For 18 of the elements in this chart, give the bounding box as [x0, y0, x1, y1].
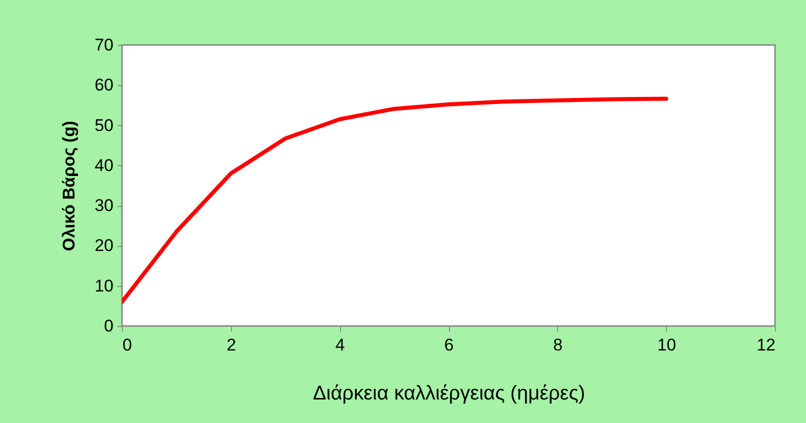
x-tick-label: 10: [657, 336, 676, 354]
x-tick-label: 2: [226, 336, 236, 354]
y-tick-label: 40: [94, 156, 114, 175]
line-series: [122, 96, 668, 304]
y-tick-label: 0: [104, 316, 114, 336]
x-tick-label: 6: [444, 336, 454, 354]
x-tick-label: 12: [756, 336, 776, 354]
y-tick-label: 10: [94, 276, 114, 296]
y-tick-label: 50: [94, 116, 114, 135]
y-tick-label: 70: [94, 36, 114, 54]
x-tick-label: 8: [553, 336, 563, 354]
x-axis-title: Διάρκεια καλλιέργειας (ημέρες): [312, 382, 586, 404]
y-tick-label: 60: [94, 76, 114, 95]
x-tick-label: 4: [335, 336, 345, 354]
y-tick-label: 20: [94, 236, 114, 256]
x-tick-label: 0: [122, 336, 132, 354]
y-axis-title: Ολικό Βάρος (g): [60, 120, 79, 252]
y-tick-label: 30: [94, 196, 114, 216]
